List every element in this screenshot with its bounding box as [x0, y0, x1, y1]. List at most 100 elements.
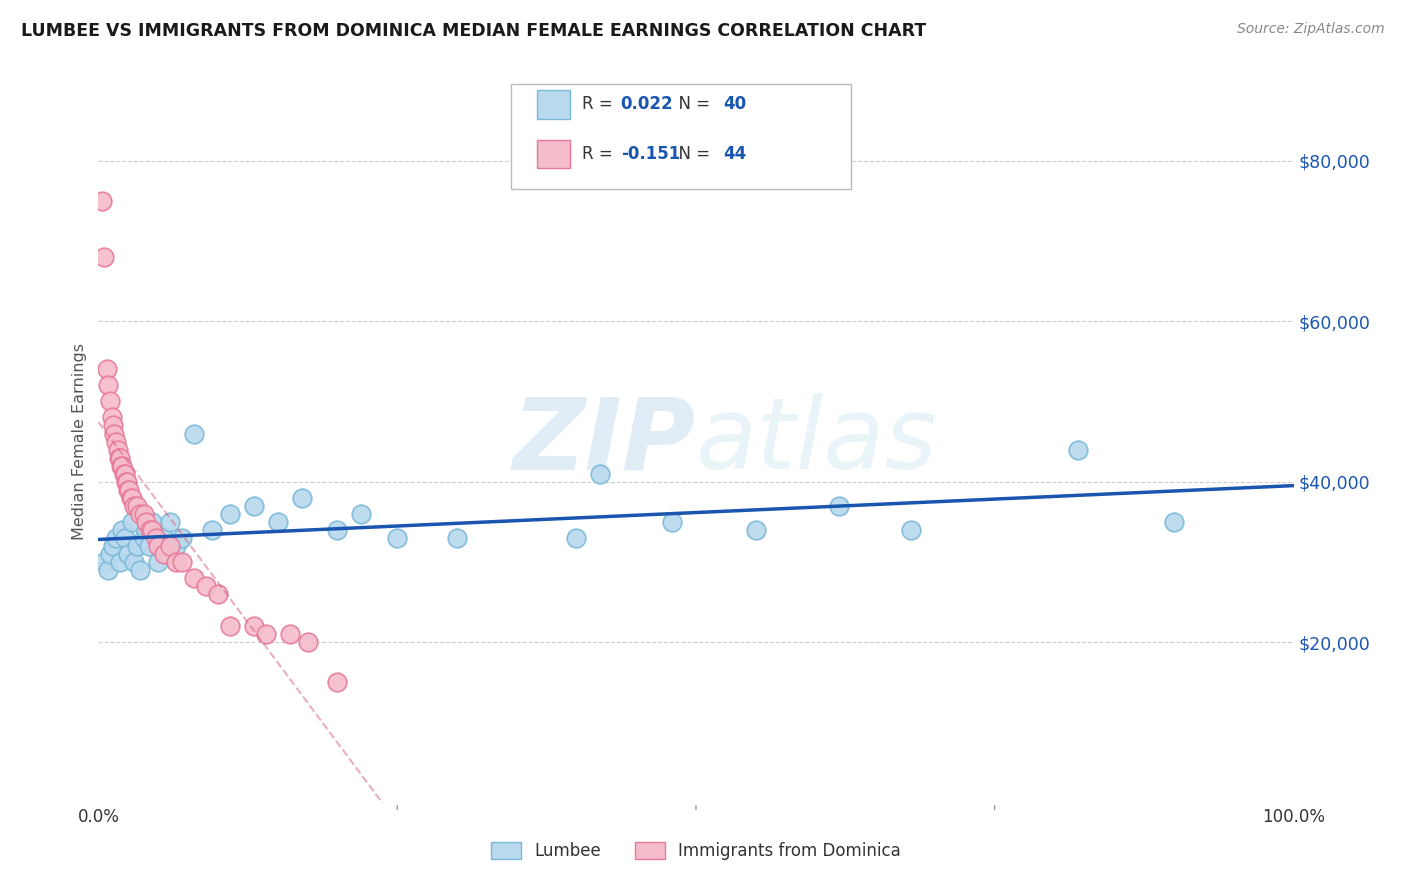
Point [385, 531, 409, 545]
Point [165, 555, 187, 569]
Point [278, 627, 301, 641]
Point [97, 563, 120, 577]
Point [267, 515, 290, 529]
Point [219, 619, 242, 633]
Point [828, 499, 851, 513]
Point [326, 523, 349, 537]
FancyBboxPatch shape [510, 84, 852, 189]
Text: -0.151: -0.151 [620, 145, 681, 163]
Point [183, 426, 205, 441]
Legend: Lumbee, Immigrants from Dominica: Lumbee, Immigrants from Dominica [485, 835, 907, 867]
Point [446, 531, 468, 545]
Point [132, 507, 155, 521]
Point [124, 555, 146, 569]
Point [145, 531, 167, 545]
Point [120, 491, 142, 505]
Point [115, 475, 138, 489]
Point [565, 531, 588, 545]
Point [125, 539, 148, 553]
Point [159, 539, 181, 553]
Point [172, 531, 194, 545]
Point [121, 491, 143, 505]
Point [1067, 442, 1090, 457]
Point [108, 450, 131, 465]
Point [98, 547, 122, 561]
Point [110, 458, 132, 473]
Point [117, 483, 139, 497]
Point [661, 515, 683, 529]
Text: 40: 40 [724, 95, 747, 113]
Point [114, 467, 136, 481]
Point [135, 523, 157, 537]
Point [153, 547, 176, 561]
Point [101, 418, 124, 433]
Point [117, 547, 139, 561]
FancyBboxPatch shape [537, 139, 571, 169]
Text: LUMBEE VS IMMIGRANTS FROM DOMINICA MEDIAN FEMALE EARNINGS CORRELATION CHART: LUMBEE VS IMMIGRANTS FROM DOMINICA MEDIA… [21, 22, 927, 40]
Point [219, 507, 242, 521]
Point [201, 523, 224, 537]
Point [98, 394, 122, 409]
Point [207, 587, 229, 601]
Text: R =: R = [582, 95, 619, 113]
Point [159, 515, 181, 529]
Point [97, 378, 120, 392]
Point [148, 539, 170, 553]
Point [141, 523, 163, 537]
Text: 0.022: 0.022 [620, 95, 673, 113]
Point [103, 426, 125, 441]
Point [118, 483, 141, 497]
Text: 44: 44 [724, 145, 747, 163]
Point [129, 563, 152, 577]
Point [121, 515, 143, 529]
Point [108, 555, 131, 569]
Point [183, 571, 205, 585]
Point [165, 539, 187, 553]
Text: N =: N = [668, 145, 716, 163]
Point [111, 523, 134, 537]
Point [745, 523, 768, 537]
Point [254, 627, 277, 641]
FancyBboxPatch shape [537, 90, 571, 119]
Point [100, 410, 122, 425]
Point [105, 531, 128, 545]
Point [105, 434, 128, 449]
Point [91, 194, 114, 208]
Point [243, 619, 266, 633]
Text: atlas: atlas [696, 393, 938, 490]
Point [297, 635, 319, 649]
Y-axis label: Median Female Earnings: Median Female Earnings [72, 343, 87, 540]
Point [350, 507, 373, 521]
Point [93, 250, 115, 264]
Point [124, 499, 146, 513]
Point [115, 475, 138, 489]
Text: R =: R = [582, 145, 619, 163]
Text: Source: ZipAtlas.com: Source: ZipAtlas.com [1237, 22, 1385, 37]
Point [139, 523, 162, 537]
Point [291, 491, 314, 505]
Point [135, 515, 157, 529]
Point [114, 531, 136, 545]
Text: ZIP: ZIP [513, 393, 696, 490]
Point [148, 555, 170, 569]
Point [141, 515, 163, 529]
Point [326, 675, 349, 690]
Text: N =: N = [668, 95, 716, 113]
Point [900, 523, 922, 537]
Point [132, 531, 155, 545]
Point [107, 450, 129, 465]
Point [1163, 515, 1185, 529]
Point [138, 539, 160, 553]
Point [243, 499, 266, 513]
Point [125, 499, 148, 513]
Point [153, 531, 176, 545]
Point [195, 579, 218, 593]
Point [111, 458, 134, 473]
Point [93, 555, 115, 569]
Point [112, 467, 135, 481]
Point [129, 507, 152, 521]
Point [172, 555, 194, 569]
Point [101, 539, 124, 553]
Point [589, 467, 612, 481]
Point [107, 442, 129, 457]
